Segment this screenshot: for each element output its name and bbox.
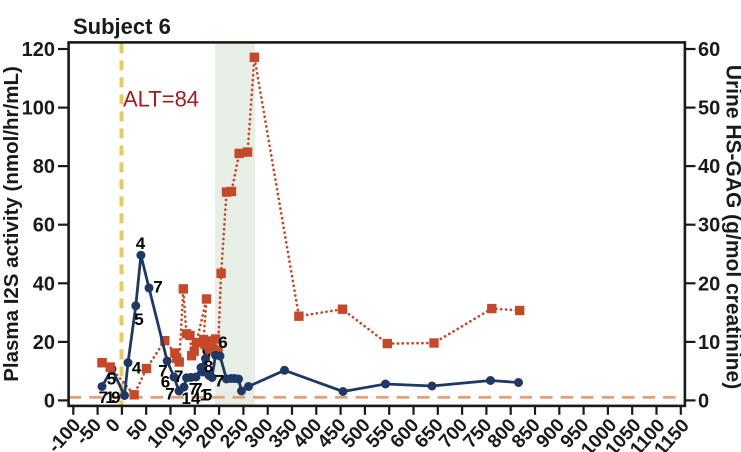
svg-text:5: 5 [107,370,116,389]
svg-text:7: 7 [189,379,198,398]
svg-text:Subject 6: Subject 6 [73,14,171,39]
svg-text:Urine HS-GAG (g/mol creatinine: Urine HS-GAG (g/mol creatinine) [721,65,741,389]
svg-text:5: 5 [134,310,143,329]
svg-text:8: 8 [204,357,213,376]
svg-text:10: 10 [698,332,720,354]
svg-text:6: 6 [218,333,227,352]
svg-text:7: 7 [193,379,202,398]
svg-text:50: 50 [698,98,720,120]
svg-text:20: 20 [698,273,720,295]
svg-text:7: 7 [98,388,107,407]
svg-text:0: 0 [698,390,709,412]
svg-text:0: 0 [44,390,55,412]
svg-text:40: 40 [698,156,720,178]
svg-text:5: 5 [203,386,212,405]
svg-text:1: 1 [105,388,114,407]
svg-text:1: 1 [200,386,209,405]
svg-text:7: 7 [153,278,162,297]
svg-text:20: 20 [33,332,55,354]
svg-text:120: 120 [22,39,55,61]
svg-text:7: 7 [215,371,224,390]
svg-text:14: 14 [182,389,201,408]
svg-text:7: 7 [174,367,183,386]
svg-text:60: 60 [33,215,55,237]
svg-text:9: 9 [111,388,120,407]
svg-text:4: 4 [132,358,142,377]
svg-text:80: 80 [33,156,55,178]
svg-text:4: 4 [136,234,146,253]
svg-text:100: 100 [22,98,55,120]
svg-text:Plasma I2S activity (nmol/hr/m: Plasma I2S activity (nmol/hr/mL) [0,66,23,382]
svg-text:40: 40 [33,273,55,295]
svg-text:30: 30 [698,215,720,237]
svg-text:6: 6 [161,373,170,392]
svg-text:ALT=84: ALT=84 [123,87,199,112]
svg-text:60: 60 [698,39,720,61]
svg-text:7: 7 [158,362,167,381]
svg-text:7: 7 [165,385,174,404]
